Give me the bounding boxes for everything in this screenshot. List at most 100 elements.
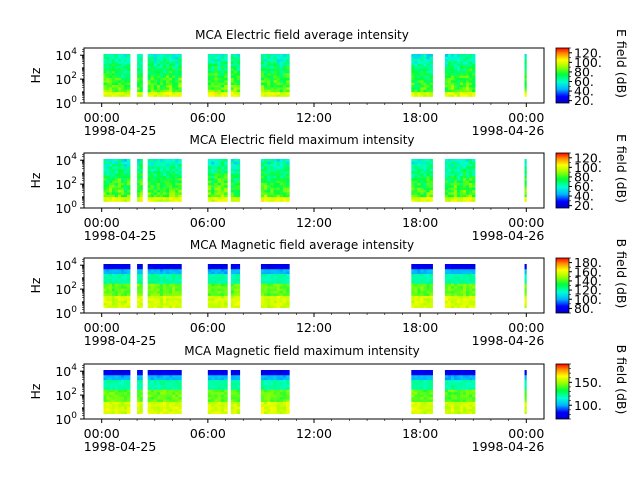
colorbar-tick-label: 140. <box>574 273 602 288</box>
spectrogram-cell <box>286 177 290 181</box>
spectrogram-cell <box>260 384 265 388</box>
spectrogram-cell <box>450 72 455 76</box>
spectrogram-cell <box>267 68 271 71</box>
spectrogram-cell <box>260 264 265 267</box>
spectrogram-cell <box>267 403 271 407</box>
spectrogram-cell <box>270 297 274 301</box>
spectrogram-cell <box>233 273 238 277</box>
spectrogram-cell <box>273 268 278 272</box>
spectrogram-cell <box>224 406 228 410</box>
spectrogram-cell <box>175 187 179 191</box>
spectrogram-cell <box>423 300 427 304</box>
spectrogram-cell <box>444 87 449 90</box>
spectrogram-cell <box>153 163 158 167</box>
spectrogram-cell <box>147 266 152 270</box>
spectrogram-cell <box>429 177 433 181</box>
spectrogram-cell <box>465 182 470 186</box>
spectrogram-cell <box>236 70 241 74</box>
spectrogram-cell <box>120 166 125 169</box>
spectrogram-cell <box>276 394 281 398</box>
spectrogram-cell <box>273 264 278 267</box>
spectrogram-cell <box>426 384 430 388</box>
spectrogram-cell <box>111 70 116 74</box>
spectrogram-cell <box>444 79 449 83</box>
spectrogram-cell <box>175 290 179 294</box>
spectrogram-cell <box>153 396 158 400</box>
spectrogram-cell <box>217 87 222 90</box>
spectrogram-cell <box>414 374 418 378</box>
spectrogram-cell <box>264 75 268 78</box>
spectrogram-cell <box>267 372 271 376</box>
spectrogram-cell <box>150 159 155 162</box>
spectrogram-cell <box>447 302 452 306</box>
spectrogram-cell <box>178 187 182 191</box>
spectrogram-cell <box>230 372 235 376</box>
spectrogram-cell <box>172 56 176 60</box>
spectrogram-cell <box>230 377 235 381</box>
spectrogram-cell <box>279 374 284 378</box>
spectrogram-cell <box>147 370 152 373</box>
spectrogram-cell <box>169 161 173 165</box>
spectrogram-cell <box>214 386 218 390</box>
spectrogram-cell <box>260 75 265 78</box>
spectrogram-cell <box>456 374 461 378</box>
spectrogram-cell <box>420 391 424 395</box>
spectrogram-cell <box>260 199 265 202</box>
spectrogram-cell <box>109 82 113 86</box>
spectrogram-cell <box>286 192 290 195</box>
spectrogram-cell <box>426 94 430 97</box>
spectrogram-cell <box>111 379 116 383</box>
spectrogram-cell <box>273 168 278 172</box>
spectrogram-cell <box>220 305 225 309</box>
spectrogram-cell <box>120 177 125 181</box>
spectrogram-cell <box>462 159 467 162</box>
spectrogram-cell <box>159 271 164 275</box>
spectrogram-cell <box>462 266 467 270</box>
spectrogram-cell <box>162 379 167 383</box>
spectrogram-cell <box>220 168 225 172</box>
spectrogram-cell <box>276 288 281 292</box>
spectrogram-cell <box>420 177 424 181</box>
spectrogram-cell <box>137 273 141 277</box>
colorbar: 80.100.120.140.160.180. B field (dB) <box>555 239 629 316</box>
spectrogram-cell <box>456 382 461 385</box>
spectrogram-cell <box>270 389 274 393</box>
spectrogram-cell <box>279 396 284 400</box>
spectrogram-cell <box>524 170 527 174</box>
spectrogram-cell <box>178 196 182 200</box>
spectrogram-cell <box>172 278 176 282</box>
spectrogram-cell <box>444 305 449 309</box>
spectrogram-cell <box>270 182 274 186</box>
spectrogram-cell <box>264 166 268 169</box>
spectrogram-cell <box>162 297 167 301</box>
spectrogram-cell <box>230 266 235 270</box>
spectrogram-cell <box>106 293 110 296</box>
spectrogram-cell <box>147 297 152 301</box>
spectrogram-cell <box>109 302 113 306</box>
spectrogram-cell <box>456 377 461 381</box>
spectrogram-cell <box>114 182 119 186</box>
colorbar-tick-label: 80. <box>574 64 594 79</box>
spectrogram-cell <box>233 177 238 181</box>
spectrogram-cell <box>220 187 225 191</box>
spectrogram-cell <box>417 79 421 83</box>
colorbar-tick-label: 120. <box>574 45 602 60</box>
spectrogram-cell <box>411 374 415 378</box>
spectrogram-cell <box>411 377 415 381</box>
spectrogram-cell <box>211 84 215 88</box>
spectrogram-cell <box>162 54 167 57</box>
spectrogram-cell <box>459 189 464 193</box>
spectrogram-cell <box>114 280 119 284</box>
spectrogram-cell <box>117 199 122 202</box>
spectrogram-cell <box>462 63 467 67</box>
spectrogram-cell <box>123 411 128 415</box>
spectrogram-cell <box>264 273 268 277</box>
spectrogram-cell <box>103 187 107 191</box>
spectrogram-cell <box>147 302 152 306</box>
spectrogram-cell <box>230 192 235 195</box>
spectrogram-cell <box>456 63 461 67</box>
spectrogram-cell <box>264 305 268 309</box>
spectrogram-cell <box>417 187 421 191</box>
spectrogram-cell <box>236 87 241 90</box>
spectrogram-cell <box>103 266 107 270</box>
